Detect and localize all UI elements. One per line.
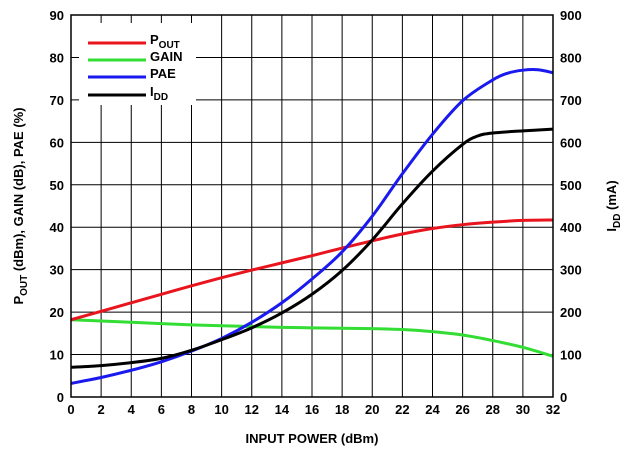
y-left-tick-label: 60 <box>50 135 64 150</box>
legend-box <box>79 23 196 105</box>
x-tick-label: 2 <box>98 402 105 417</box>
plot-frame <box>70 14 554 398</box>
x-tick-label: 26 <box>455 402 469 417</box>
x-tick-label: 12 <box>245 402 259 417</box>
x-tick-label: 8 <box>188 402 195 417</box>
y-right-title-sub: DD <box>612 214 623 228</box>
y-left-tick-label: 30 <box>50 263 64 278</box>
y-left-tick-label: 70 <box>50 93 64 108</box>
x-tick-label: 14 <box>275 402 290 417</box>
y-right-title-main: I <box>604 228 619 232</box>
y-right-tick-label: 700 <box>560 93 582 108</box>
y-left-title-rest: (dBm), GAIN (dB), PAE (%) <box>11 107 26 274</box>
x-tick-label: 6 <box>158 402 165 417</box>
y-right-tick-labels: 0 100 200 300 400 500 600 700 800 900 <box>560 8 582 405</box>
y-left-tick-label: 0 <box>57 390 64 405</box>
y-left-tick-label: 10 <box>50 348 64 363</box>
y-right-tick-label: 600 <box>560 135 582 150</box>
y-right-tick-label: 200 <box>560 305 582 320</box>
series-line-pae <box>70 68 554 385</box>
x-tick-label: 4 <box>128 402 136 417</box>
x-tick-label: 20 <box>365 402 379 417</box>
x-tick-label: 10 <box>214 402 228 417</box>
y-left-tick-label: 90 <box>50 8 64 23</box>
series-line-pout <box>70 218 554 322</box>
legend-label-gain: GAIN <box>150 49 183 64</box>
y-left-title-sub: OUT <box>19 275 30 296</box>
x-tick-label: 0 <box>67 402 74 417</box>
y-right-axis-title: IDD (mA) <box>604 180 623 231</box>
y-left-axis-title: POUT (dBm), GAIN (dB), PAE (%) <box>11 107 30 304</box>
y-left-tick-label: 20 <box>50 305 64 320</box>
y-left-tick-labels: 0 10 20 30 40 50 60 70 80 90 <box>50 8 64 405</box>
series-line-gain <box>70 318 554 358</box>
y-right-tick-label: 300 <box>560 263 582 278</box>
y-right-tick-label: 0 <box>560 390 567 405</box>
y-right-tick-label: 800 <box>560 50 582 65</box>
x-tick-label: 24 <box>425 402 440 417</box>
x-tick-labels: 0 2 4 6 8 10 12 14 16 18 20 22 24 26 28 30 32 <box>67 402 560 417</box>
y-left-tick-label: 80 <box>50 50 64 65</box>
y-right-tick-label: 100 <box>560 348 582 363</box>
y-right-tick-label: 900 <box>560 8 582 23</box>
x-tick-label: 16 <box>305 402 319 417</box>
y-left-tick-label: 40 <box>50 220 64 235</box>
y-left-title-main: P <box>11 296 26 305</box>
x-tick-label: 28 <box>486 402 500 417</box>
y-right-title-rest: (mA) <box>604 180 619 213</box>
legend-label-pout: POUT <box>150 32 180 51</box>
x-tick-label: 18 <box>335 402 349 417</box>
legend-label-pae: PAE <box>150 66 176 81</box>
y-right-tick-label: 500 <box>560 178 582 193</box>
series-lines <box>70 68 554 385</box>
x-tick-label: 30 <box>516 402 530 417</box>
x-tick-label: 32 <box>546 402 560 417</box>
x-tick-label: 22 <box>395 402 409 417</box>
legend-label-idd: IDD <box>150 84 168 103</box>
x-axis-title: INPUT POWER (dBm) <box>246 431 379 446</box>
series-line-idd <box>70 127 554 369</box>
y-left-tick-label: 50 <box>50 178 64 193</box>
y-right-tick-label: 400 <box>560 220 582 235</box>
